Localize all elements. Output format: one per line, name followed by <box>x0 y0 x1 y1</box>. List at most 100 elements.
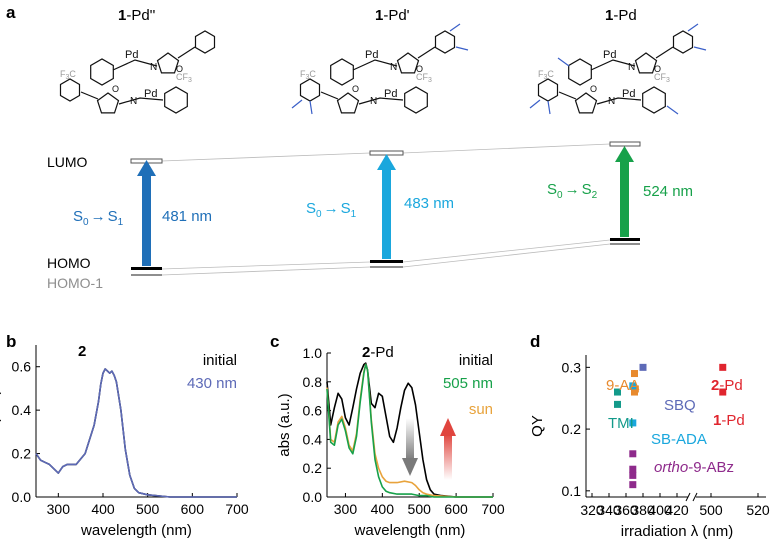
cf3-subscript: 3 <box>188 77 192 84</box>
cf3-text: CF <box>176 72 188 82</box>
cf3-text: CF <box>654 72 666 82</box>
oxazolone-ring-upper-1 <box>156 52 180 74</box>
panel-c-y-tick-label: 1.0 <box>303 345 323 361</box>
n-atom-label-lower-2: N <box>370 96 377 107</box>
panel-d-x-tick-label: 420 <box>665 502 689 518</box>
bond-upper-3 <box>590 59 636 71</box>
legend-430nm: 430 nm <box>187 375 237 392</box>
homo1-label: HOMO-1 <box>47 275 103 291</box>
bond-phenyl-upper-2 <box>417 46 436 59</box>
panel-c-x-axis-label: wavelength (nm) <box>354 522 466 539</box>
transition-arrow-1 <box>142 172 151 266</box>
label-rest: -Pd <box>721 412 744 429</box>
series-line-505nm <box>326 363 493 498</box>
oxazolone-ring-lower-2 <box>336 92 360 114</box>
transition-arrowhead-1 <box>137 160 156 176</box>
data-point-SB-ADA <box>629 382 637 390</box>
oxazolone-ring-lower-1 <box>96 92 120 114</box>
o-atom-label-lower-2: O <box>352 84 359 94</box>
label-9-AA: 9-AA <box>606 377 639 394</box>
data-point-SBQ <box>639 363 647 371</box>
panel-c-x-tick-label: 700 <box>481 501 505 517</box>
label-bold: 1 <box>713 412 721 429</box>
homo-connector-2 <box>402 239 611 263</box>
bond-lower-3 <box>596 97 642 105</box>
label-SBQ: SBQ <box>664 397 696 414</box>
label-ortho-9-ABz: ortho-9-ABz <box>654 459 734 476</box>
transition-label-3: S0 → S2 <box>547 181 598 201</box>
f3c-c: C <box>547 69 554 79</box>
f3c-subscript: 3 <box>544 74 548 81</box>
pd-atom-label-lower-3: Pd <box>622 88 635 100</box>
oxazolone-ring-lower-3 <box>574 92 598 114</box>
f3c-c: C <box>69 69 76 79</box>
panel-b-x-axis-label: wavelength (nm) <box>80 522 192 539</box>
panel-d-x-tick-label: 380 <box>631 502 655 518</box>
label-italic: ortho <box>654 459 688 476</box>
homo-level-2 <box>370 260 403 263</box>
panel-b-x-tick-label: 300 <box>47 501 71 517</box>
panel-b-y-tick-label: 0.0 <box>12 489 32 505</box>
phenyl-ring-upper-3 <box>672 30 694 54</box>
wavelength-label-3: 524 nm <box>643 183 693 200</box>
panel-letter-c: c <box>270 332 279 351</box>
f3c-label-3: F3C <box>538 69 554 81</box>
homo-level-3 <box>610 238 640 241</box>
phenyl-ring-lower-3 <box>537 78 559 102</box>
data-point-ortho-9-ABz <box>629 481 637 489</box>
decrease-arrow-shaft <box>406 418 414 460</box>
panel-c-x-tick-label: 600 <box>444 501 468 517</box>
panel-c-y-tick-label: 0.0 <box>303 489 323 505</box>
n-atom-label-upper-1: N <box>150 62 157 73</box>
panel-b-y-tick-label: 0.6 <box>12 359 32 375</box>
aryl-ring-upper-2 <box>330 58 354 86</box>
f3c-f: F <box>538 69 544 79</box>
panel-d-x-tick-label: 360 <box>614 502 638 518</box>
chemical-structures: PdPdNNOOCF3F3CPdPdNNOOCF3F3CPdPdNNOOCF3F… <box>59 23 707 115</box>
homo1-level-1 <box>131 274 162 276</box>
decrease-arrowhead <box>402 458 418 476</box>
f3c-f: F <box>60 69 66 79</box>
label-rest: -9-ABz <box>688 459 734 476</box>
pd-atom-label-upper-1: Pd <box>125 49 138 61</box>
bond-phenyl-lower-1 <box>80 91 99 100</box>
label-2-Pd: 2-Pd <box>711 377 743 394</box>
transition-label-1: S0 → S1 <box>73 208 124 228</box>
lumo-label: LUMO <box>47 154 88 170</box>
f3c-label-2: F3C <box>300 69 316 81</box>
panel-b-y-tick-label: 0.4 <box>12 402 32 418</box>
legend-505nm: 505 nm <box>443 375 493 392</box>
f3c-c: C <box>309 69 316 79</box>
o-atom-label-upper-3: O <box>654 64 661 74</box>
panel-d-y-tick-label: 0.1 <box>562 483 582 499</box>
panel-c-x-tick-label: 300 <box>334 501 358 517</box>
legend-initial: initial <box>203 352 237 369</box>
o-atom-label-upper-2: O <box>416 64 423 74</box>
n-atom-label-upper-3: N <box>628 62 635 73</box>
panel-c-compound-label: 2-Pd <box>362 344 394 361</box>
f3c-f: F <box>300 69 306 79</box>
homo1-level-2 <box>370 266 403 268</box>
data-point-2-Pd <box>719 363 727 371</box>
transition-label-2: S0 → S1 <box>306 200 357 220</box>
cf3-label-3: CF3 <box>654 72 670 84</box>
lumo-connector-1 <box>161 152 371 162</box>
bond-phenyl-lower-2 <box>320 91 339 100</box>
f3c-label-1: F3C <box>60 69 76 81</box>
oxazolone-ring-upper-2 <box>396 52 420 74</box>
lumo-level-3 <box>609 141 641 147</box>
panel-d-x-tick-label: 520 <box>746 502 770 518</box>
n-atom-label-lower-1: N <box>130 96 137 107</box>
methoxy-bond-2-2 <box>455 46 469 51</box>
panel-b-x-tick-label: 500 <box>136 501 160 517</box>
panel-b-x-tick-label: 600 <box>181 501 205 517</box>
series-line-430nm <box>35 368 237 498</box>
panel-letter-a: a <box>6 3 16 22</box>
label-1-Pd: 1-Pd <box>713 412 745 429</box>
n-atom-label-lower-3: N <box>608 96 615 107</box>
panel-letter-d: d <box>530 332 540 351</box>
aryl-ring-upper-1 <box>90 58 114 86</box>
panel-c-y-tick-label: 0.2 <box>303 460 323 476</box>
data-point-ortho-9-ABz <box>629 450 637 458</box>
